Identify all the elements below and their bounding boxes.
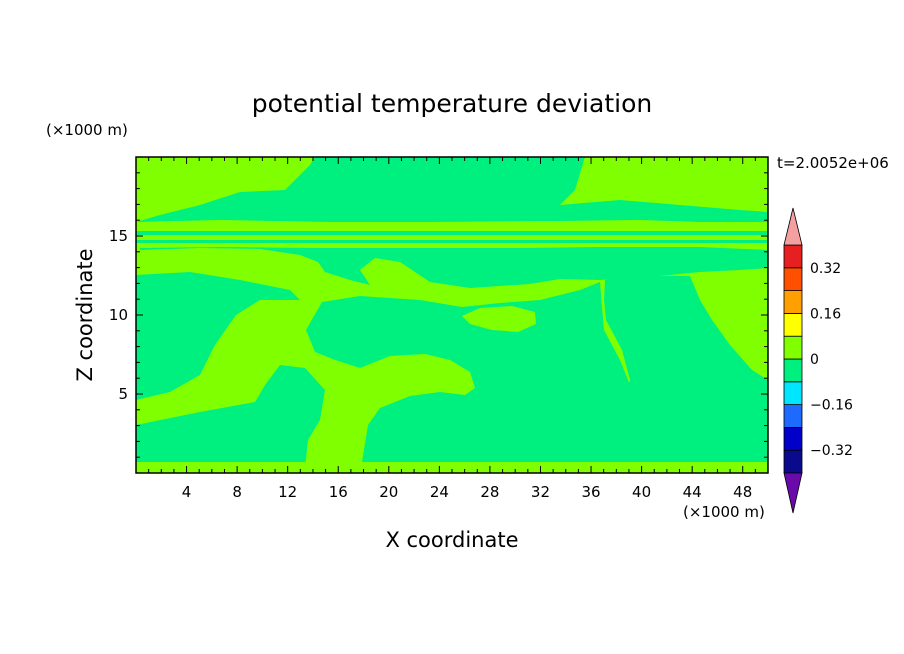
x-tick-label: 12	[278, 483, 297, 501]
y-tick-label: 5	[118, 385, 128, 403]
field-band	[136, 231, 768, 235]
x-tick-label: 8	[232, 483, 242, 501]
colorbar-band	[783, 381, 803, 405]
colorbar-tick-label: 0.16	[810, 306, 841, 322]
colorbar-tick-label: 0.32	[810, 261, 841, 277]
colorbar-tick-label: 0	[810, 352, 819, 368]
x-tick-label: 44	[683, 483, 702, 501]
heatmap-field	[136, 157, 768, 473]
chart-title: potential temperature deviation	[252, 89, 652, 118]
x-unit-label: (×1000 m)	[683, 503, 765, 521]
colorbar-band	[783, 449, 803, 474]
colorbar-tick-label: −0.16	[810, 398, 853, 414]
x-tick-label: 20	[379, 483, 398, 501]
field-region-negative	[604, 276, 768, 470]
time-label: t=2.0052e+06	[777, 154, 889, 172]
x-axis: 4 8 12 16 20 24 28 32 36 40 44 48	[148, 157, 756, 501]
x-tick-label: 40	[632, 483, 651, 501]
y-tick-label: 15	[109, 227, 128, 245]
field-region-negative	[140, 247, 768, 288]
colorbar: 0.32 0.16 0 −0.16 −0.32	[783, 207, 853, 514]
colorbar-band	[783, 244, 803, 269]
y-axis: 5 10 15	[109, 172, 768, 458]
colorbar-band	[783, 404, 803, 428]
field-region-negative	[136, 157, 768, 222]
colorbar-band	[783, 312, 803, 337]
colorbar-band	[783, 335, 803, 360]
colorbar-over-triangle	[783, 207, 803, 246]
field-band	[136, 462, 768, 473]
field-region-negative	[306, 282, 632, 468]
colorbar-tick-label: −0.32	[810, 443, 853, 459]
x-tick-label: 48	[733, 483, 752, 501]
field-region-positive-island	[462, 306, 536, 332]
x-tick-label: 32	[531, 483, 550, 501]
colorbar-under-triangle	[783, 472, 803, 514]
colorbar-band	[783, 290, 803, 314]
x-tick-label: 36	[581, 483, 600, 501]
field-region-negative	[136, 272, 300, 400]
x-tick-label: 4	[182, 483, 192, 501]
x-tick-label: 28	[480, 483, 499, 501]
colorbar-band	[783, 358, 803, 383]
x-axis-label: X coordinate	[385, 528, 518, 552]
field-region-negative	[136, 365, 325, 470]
y-tick-label: 10	[109, 306, 128, 324]
x-tick-label: 24	[430, 483, 449, 501]
x-tick-label: 16	[329, 483, 348, 501]
field-band	[136, 240, 768, 243]
colorbar-band	[783, 267, 803, 291]
y-unit-label: (×1000 m)	[46, 121, 128, 139]
colorbar-band	[783, 426, 803, 451]
y-axis-label: Z coordinate	[73, 248, 97, 381]
